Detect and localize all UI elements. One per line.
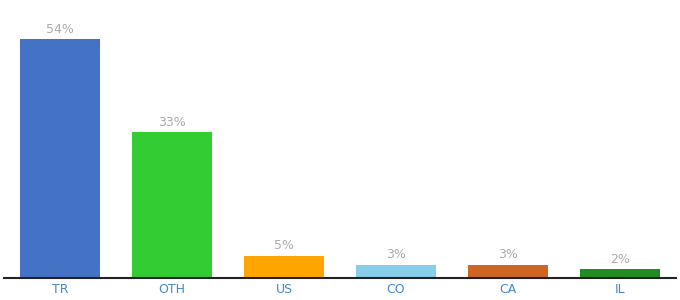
- Text: 3%: 3%: [386, 248, 406, 261]
- Bar: [243, 256, 324, 278]
- Text: 5%: 5%: [274, 239, 294, 252]
- Text: 33%: 33%: [158, 116, 186, 129]
- Bar: [20, 40, 101, 278]
- Bar: [132, 132, 212, 278]
- Text: 2%: 2%: [610, 253, 630, 266]
- Text: 54%: 54%: [46, 23, 74, 36]
- Text: 3%: 3%: [498, 248, 518, 261]
- Bar: [579, 269, 660, 278]
- Bar: [468, 265, 548, 278]
- Bar: [356, 265, 437, 278]
